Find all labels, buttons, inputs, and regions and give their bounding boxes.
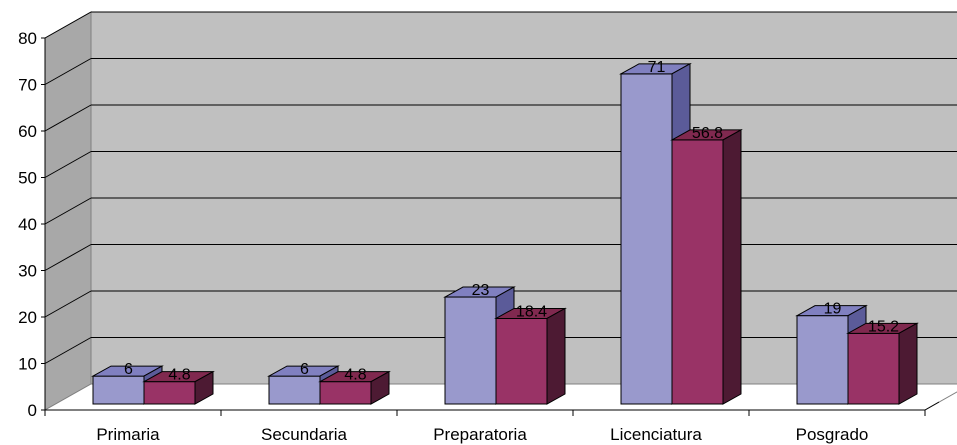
y-tick-label: 60 bbox=[18, 122, 37, 141]
bar-front bbox=[847, 332, 900, 405]
gridline-side bbox=[44, 290, 92, 318]
bar-Primaria-series-2 bbox=[142, 370, 215, 405]
bar-front bbox=[444, 296, 497, 405]
bar-front bbox=[620, 73, 673, 405]
bar-side bbox=[370, 370, 390, 405]
x-tick-label: Licenciatura bbox=[610, 425, 702, 444]
y-tick-label: 30 bbox=[18, 262, 37, 281]
bar-side bbox=[546, 307, 566, 405]
data-label: 56.8 bbox=[692, 125, 723, 142]
bar-front bbox=[796, 315, 849, 405]
bar-side bbox=[194, 370, 214, 405]
gridlines bbox=[44, 11, 957, 364]
gridline-side bbox=[44, 58, 92, 85]
data-label: 6 bbox=[124, 361, 133, 378]
bar-Licenciatura-series-2 bbox=[670, 129, 743, 405]
gridline-side bbox=[44, 337, 92, 364]
bars bbox=[91, 63, 919, 405]
data-label: 4.8 bbox=[344, 367, 366, 384]
data-label: 23 bbox=[472, 282, 490, 299]
x-axis-end bbox=[924, 401, 940, 411]
data-label: 19 bbox=[824, 301, 842, 318]
data-label: 4.8 bbox=[168, 367, 190, 384]
data-label: 6 bbox=[300, 361, 309, 378]
x-tick-label: Primaria bbox=[96, 425, 160, 444]
y-axis: 0 10 20 30 40 50 60 70 80 bbox=[18, 29, 46, 420]
bar-side bbox=[722, 129, 742, 405]
y-tick-label: 20 bbox=[18, 308, 37, 327]
bar-side bbox=[898, 322, 918, 405]
y-tick-label: 80 bbox=[18, 29, 37, 48]
bar-Posgrado-series-2 bbox=[846, 322, 919, 405]
x-tick-label: Secundaria bbox=[261, 425, 348, 444]
x-tick-label: Preparatoria bbox=[433, 425, 527, 444]
gridline-side bbox=[44, 151, 92, 178]
bar-Preparatoria-series-2 bbox=[494, 307, 567, 405]
bar-Secundaria-series-2 bbox=[318, 370, 391, 405]
x-tick-label: Posgrado bbox=[796, 425, 869, 444]
y-tick-label: 10 bbox=[18, 355, 37, 374]
bar-front bbox=[268, 375, 321, 405]
bar-front bbox=[319, 381, 372, 405]
bar-front bbox=[671, 139, 724, 405]
gridline-side bbox=[44, 104, 92, 132]
gridline-side bbox=[44, 11, 92, 39]
y-tick-label: 40 bbox=[18, 215, 37, 234]
gridline-side bbox=[44, 197, 92, 225]
data-label: 15.2 bbox=[868, 318, 899, 335]
x-axis: Primaria Secundaria Preparatoria Licenciatu… bbox=[44, 401, 940, 444]
y-tick-label: 50 bbox=[18, 169, 37, 188]
bar-front bbox=[143, 381, 196, 405]
y-tick-label: 0 bbox=[28, 401, 37, 420]
gridline-side bbox=[44, 244, 92, 271]
y-tick-label: 70 bbox=[18, 76, 37, 95]
data-label: 18.4 bbox=[516, 303, 547, 320]
bar-front bbox=[92, 375, 145, 405]
data-label: 71 bbox=[648, 59, 666, 76]
bar-front bbox=[495, 317, 548, 405]
data-labels: 6 4.8 6 4.8 23 18.4 71 56.8 19 15.2 bbox=[124, 59, 899, 384]
